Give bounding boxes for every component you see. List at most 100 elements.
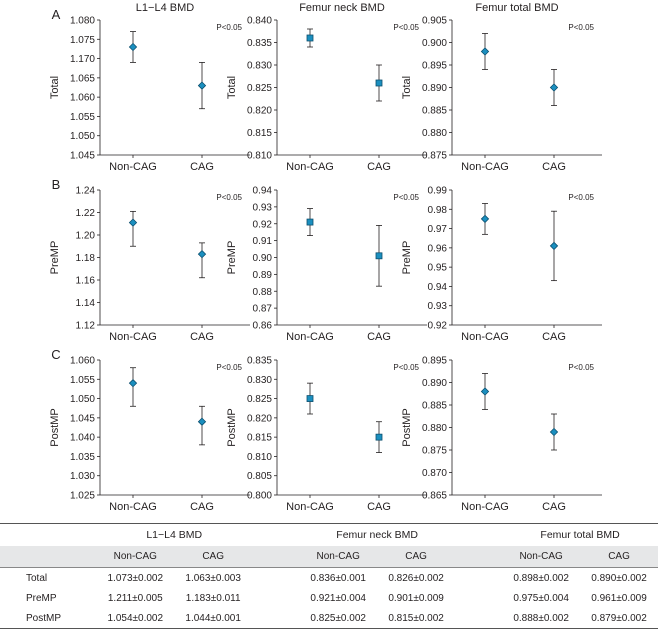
- y-tick-label: 0.92: [253, 219, 273, 230]
- y-tick-label: 0.98: [428, 205, 448, 216]
- y-tick-label: 0.885: [422, 401, 447, 412]
- y-tick-label: 0.870: [422, 468, 447, 479]
- data-point: [549, 241, 559, 251]
- y-tick-label: 0.810: [247, 151, 272, 162]
- chart-panel: 1.025 1.030 1.035 1.040 1.045 1.050 1.055 1.060…: [49, 347, 250, 513]
- y-tick-label: 1.080: [70, 16, 95, 27]
- data-point: [480, 387, 490, 396]
- y-tick-label: 0.840: [247, 16, 272, 27]
- y-tick-label: 0.885: [422, 106, 447, 117]
- p-value-annotation: P<0.05: [568, 363, 594, 372]
- panel-letter: C: [51, 347, 60, 362]
- y-tick-label: 0.830: [247, 61, 272, 72]
- data-point: [549, 83, 559, 92]
- y-tick-label: 0.875: [422, 151, 447, 162]
- y-tick-label: 0.94: [253, 186, 273, 197]
- data-point: [306, 218, 314, 226]
- chart-panel: 0.86 0.87 0.88 0.89 0.90 0.91 0.92 0.93 0.94 PreM…: [226, 186, 427, 343]
- y-tick-label: 0.90: [253, 253, 273, 264]
- chart-panel: 1.045 1.050 1.055 1.060 1.065 1.170 1.075 1.080…: [49, 2, 250, 173]
- y-tick-label: 1.050: [70, 394, 95, 405]
- y-tick-label: 1.12: [76, 321, 96, 332]
- data-point: [306, 395, 314, 402]
- table-cell: 0.921±0.004: [310, 592, 366, 604]
- spacer: [252, 588, 299, 608]
- y-tick-label: 0.800: [247, 491, 272, 502]
- y-tick-label: 0.820: [247, 106, 272, 117]
- y-tick-label: 0.835: [247, 356, 272, 367]
- x-tick-label: Non-CAG: [286, 501, 334, 513]
- spacer: [455, 608, 503, 629]
- y-tick-label: 1.050: [70, 131, 95, 142]
- data-point: [375, 433, 383, 441]
- x-tick-label: Non-CAG: [109, 501, 157, 513]
- spacer: [252, 568, 299, 589]
- table-row: PostMP 1.054±0.002 1.044±0.001 0.825±0.0…: [0, 608, 658, 629]
- data-point: [197, 417, 207, 426]
- bmd-charts: 1.045 1.050 1.055 1.060 1.065 1.170 1.075 1.080…: [49, 2, 602, 513]
- data-point: [128, 42, 138, 52]
- y-tick-label: 1.16: [76, 276, 96, 287]
- y-axis-label: Total: [226, 76, 238, 99]
- x-tick-label: CAG: [190, 501, 214, 513]
- y-tick-label: 1.170: [70, 54, 95, 65]
- y-tick-label: 0.96: [428, 243, 448, 254]
- row-label: PreMP: [26, 592, 57, 604]
- table-cell: 1.073±0.002: [107, 572, 164, 584]
- subheader: CAG: [174, 546, 253, 568]
- x-tick-label: Non-CAG: [109, 331, 157, 343]
- y-tick-label: 1.055: [70, 375, 95, 386]
- y-tick-label: 0.865: [422, 491, 447, 502]
- p-value-annotation: P<0.05: [568, 23, 594, 32]
- table-group-header-row: L1−L4 BMD Femur neck BMD Femur total BMD: [0, 523, 658, 546]
- bmd-summary-table: L1−L4 BMD Femur neck BMD Femur total BMD…: [0, 523, 658, 629]
- y-tick-label: 0.890: [422, 83, 447, 94]
- subheader: Non-CAG: [299, 546, 378, 568]
- y-tick-label: 0.830: [247, 375, 272, 386]
- y-tick-label: 1.055: [70, 112, 95, 123]
- y-axis-label: Total: [401, 76, 413, 99]
- p-value-annotation: P<0.05: [216, 193, 242, 202]
- y-tick-label: 1.030: [70, 471, 95, 482]
- y-tick-label: 0.87: [253, 304, 273, 315]
- y-axis-label: PostMP: [401, 408, 413, 447]
- y-tick-label: 1.025: [70, 491, 95, 502]
- y-tick-label: 0.810: [247, 452, 272, 463]
- y-tick-label: 0.835: [247, 38, 272, 49]
- chart-panel: 0.875 0.880 0.885 0.890 0.895 0.900 0.905 Total…: [401, 2, 602, 173]
- table-row: PreMP 1.211±0.005 1.183±0.011 0.921±0.00…: [0, 588, 658, 608]
- x-tick-label: CAG: [190, 331, 214, 343]
- y-axis-label: PreMP: [49, 241, 61, 275]
- y-tick-label: 0.890: [422, 378, 447, 389]
- subheader: CAG: [377, 546, 456, 568]
- y-tick-label: 0.93: [428, 301, 448, 312]
- subheader: CAG: [580, 546, 658, 568]
- table-cell: 0.961±0.009: [591, 592, 647, 604]
- table-cell: 1.063±0.003: [185, 572, 241, 584]
- x-tick-label: Non-CAG: [286, 331, 334, 343]
- y-tick-label: 0.97: [428, 224, 448, 235]
- panel-letter: B: [52, 177, 61, 192]
- x-tick-label: CAG: [367, 501, 391, 513]
- y-tick-label: 0.820: [247, 413, 272, 424]
- data-point: [480, 214, 490, 224]
- data-point: [480, 47, 490, 56]
- data-point: [549, 427, 559, 437]
- y-tick-label: 1.065: [70, 73, 95, 84]
- y-tick-label: 0.92: [428, 321, 448, 332]
- table-row: Total 1.073±0.002 1.063±0.003 0.836±0.00…: [0, 568, 658, 589]
- spacer: [252, 546, 300, 568]
- y-tick-label: 0.875: [422, 446, 447, 457]
- chart-panel: 0.865 0.870 0.875 0.880 0.885 0.890 0.895 PostM…: [401, 356, 602, 513]
- y-tick-label: 0.880: [422, 423, 447, 434]
- table-cell: 1.044±0.001: [174, 608, 253, 629]
- spacer: [252, 608, 300, 629]
- data-point: [197, 81, 207, 90]
- x-tick-label: CAG: [542, 331, 566, 343]
- p-value-annotation: P<0.05: [568, 193, 594, 202]
- chart-panel: 1.12 1.14 1.16 1.18 1.20 1.22 1.24 PreMP B P<0.05…: [49, 177, 250, 343]
- y-tick-label: 0.99: [428, 186, 448, 197]
- x-tick-label: Non-CAG: [461, 501, 509, 513]
- panel-letter: A: [52, 7, 61, 22]
- y-tick-label: 0.89: [253, 270, 273, 281]
